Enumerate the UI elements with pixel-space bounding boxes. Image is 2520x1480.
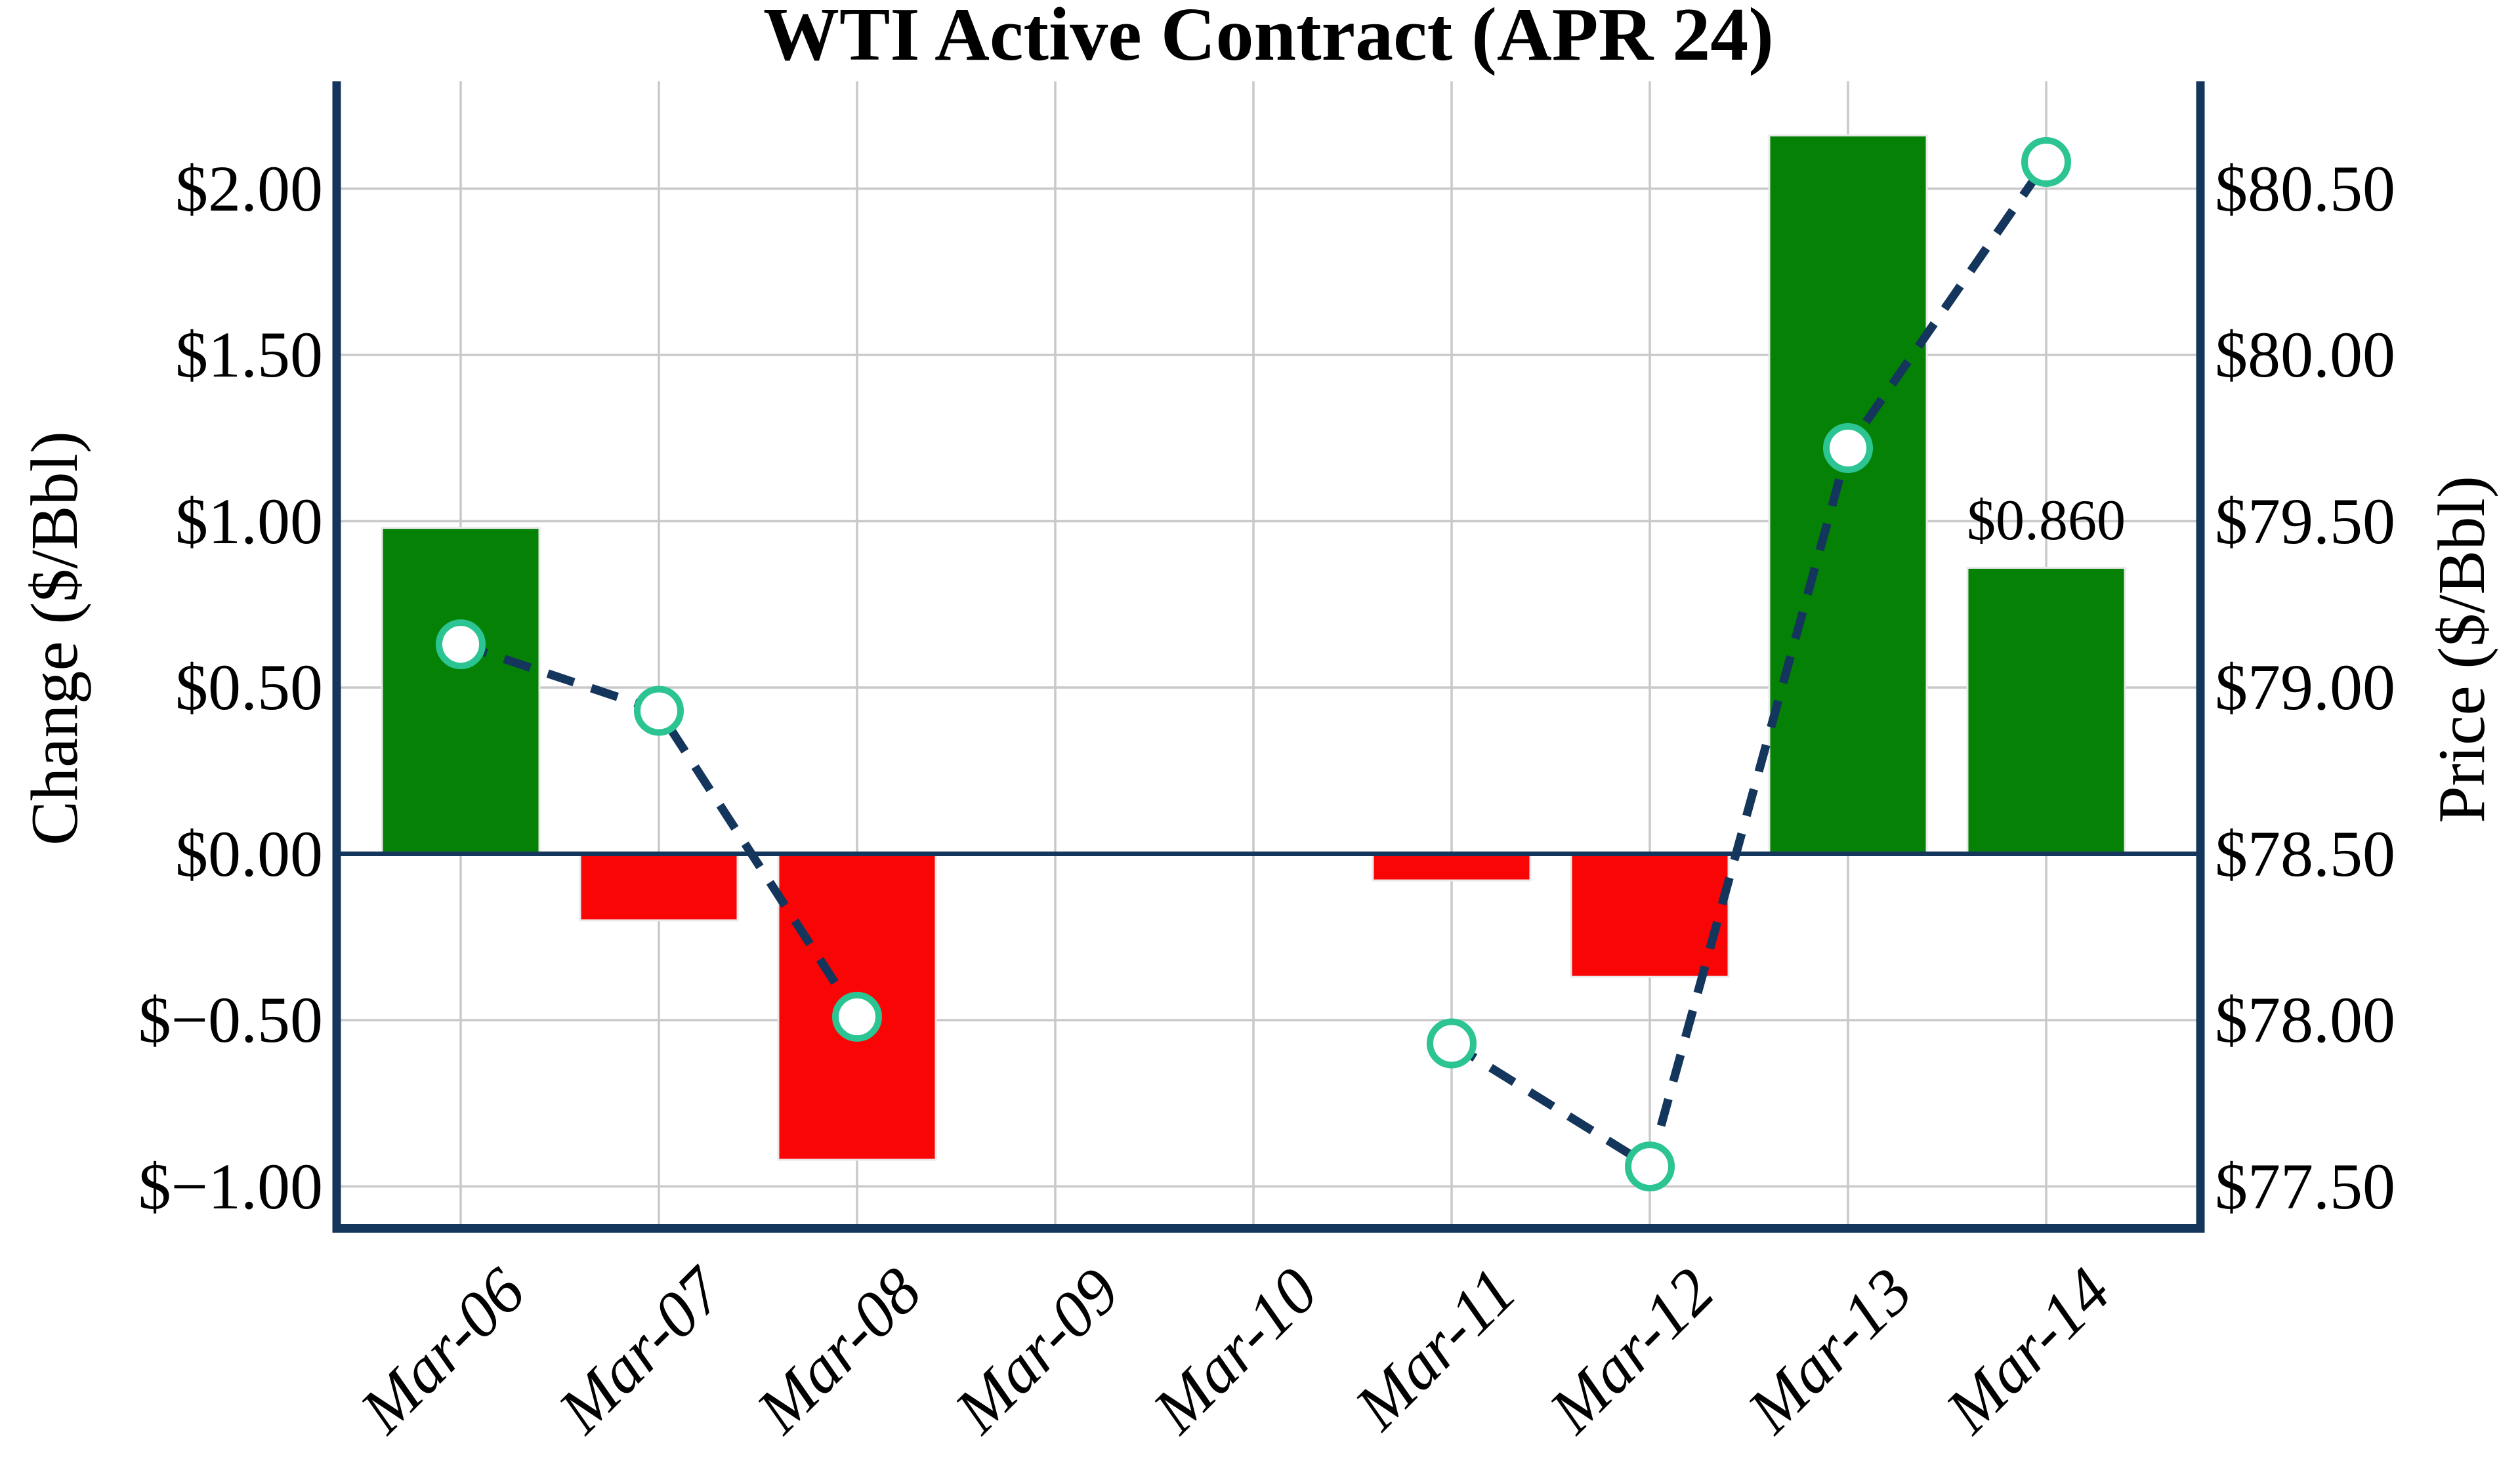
left-tick-label: $−1.00 — [138, 1149, 323, 1223]
price-line-segment — [1449, 159, 2050, 1174]
right-tick-label: $77.50 — [2215, 1149, 2395, 1223]
right-spine — [2196, 81, 2205, 1233]
left-tick-label: $1.50 — [175, 318, 323, 391]
right-tick-label: $78.00 — [2215, 983, 2395, 1056]
price-marker-mar-14 — [2021, 136, 2071, 187]
left-spine — [332, 81, 341, 1233]
left-tick-label: $0.00 — [175, 817, 323, 890]
left-tick-label: $2.00 — [175, 152, 323, 225]
left-tick-label: $−0.50 — [138, 983, 323, 1056]
right-tick-label: $79.00 — [2215, 651, 2395, 724]
bottom-spine — [332, 1224, 2205, 1233]
right-tick-label: $80.00 — [2215, 318, 2395, 391]
price-marker-mar-13 — [1823, 422, 1873, 473]
right-tick-label: $80.50 — [2215, 152, 2395, 225]
change-bar-mar-07 — [579, 853, 739, 922]
left-tick-label: $1.00 — [175, 484, 323, 558]
price-marker-mar-12 — [1625, 1141, 1675, 1192]
change-bar-mar-13 — [1768, 134, 1928, 855]
right-tick-label: $79.50 — [2215, 484, 2395, 558]
left-tick-label: $0.50 — [175, 651, 323, 724]
price-marker-mar-08 — [832, 991, 882, 1042]
bar-value-annotation-text: $0.860 — [1967, 489, 2126, 553]
price-marker-mar-11 — [1427, 1018, 1477, 1069]
change-bar-mar-12 — [1570, 853, 1730, 978]
change-bar-mar-14 — [1966, 566, 2126, 855]
right-axis-label-text: Price ($/Bbl) — [2425, 476, 2499, 823]
chart-title: WTI Active Contract (APR 24) — [763, 0, 1774, 77]
change-bar-mar-06 — [381, 527, 541, 855]
right-tick-label: $78.50 — [2215, 817, 2395, 890]
change-bar-mar-11 — [1372, 853, 1532, 882]
price-marker-mar-07 — [634, 686, 684, 736]
price-marker-mar-06 — [436, 619, 486, 670]
